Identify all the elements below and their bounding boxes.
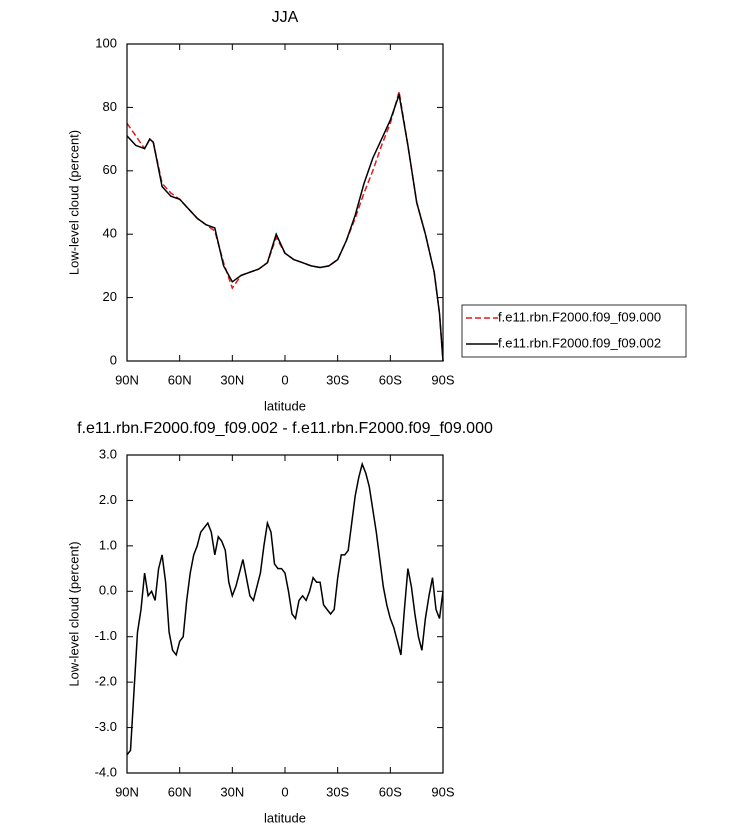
y-tick-label: -4.0 — [95, 764, 117, 779]
x-tick-label: 30N — [220, 372, 244, 387]
x-tick-label: 90S — [431, 784, 454, 799]
legend-label: f.e11.rbn.F2000.f09_f09.000 — [498, 309, 661, 324]
legend-label: f.e11.rbn.F2000.f09_f09.002 — [498, 335, 661, 350]
plot-frame — [126, 43, 444, 362]
x-tick-label: 90S — [431, 372, 454, 387]
x-tick-label: 0 — [281, 784, 288, 799]
x-tick-label: 0 — [281, 372, 288, 387]
y-tick-label: -2.0 — [95, 674, 117, 689]
x-tick-label: 30S — [326, 784, 349, 799]
x-tick-label: 60S — [379, 784, 402, 799]
line-series — [126, 91, 444, 362]
y-tick-label: 0.0 — [99, 583, 117, 598]
x-tick-label: 30N — [220, 784, 244, 799]
y-tick-label: 2.0 — [99, 492, 117, 507]
x-tick-label: 90N — [115, 784, 139, 799]
x-tick-label: 60S — [379, 372, 402, 387]
line-series — [126, 461, 444, 756]
legend-box — [461, 304, 687, 358]
chart-title: JJA — [272, 9, 299, 26]
y-tick-label: 80 — [103, 99, 117, 114]
line-series — [126, 91, 444, 362]
y-tick-label: 0 — [110, 352, 117, 367]
x-tick-label: 60N — [168, 784, 192, 799]
y-axis-label: Low-level cloud (percent) — [66, 541, 81, 686]
y-tick-label: 1.0 — [99, 537, 117, 552]
y-tick-label: 20 — [103, 289, 117, 304]
x-axis-label: latitude — [264, 398, 306, 413]
y-tick-label: 3.0 — [99, 446, 117, 461]
plot-frame — [126, 454, 444, 774]
x-axis-label: latitude — [264, 810, 306, 825]
y-tick-label: 60 — [103, 162, 117, 177]
y-axis-label: Low-level cloud (percent) — [66, 130, 81, 275]
y-tick-label: 40 — [103, 226, 117, 241]
y-tick-label: -1.0 — [95, 628, 117, 643]
y-tick-label: -3.0 — [95, 719, 117, 734]
chart-title: f.e11.rbn.F2000.f09_f09.002 - f.e11.rbn.… — [77, 420, 493, 437]
x-tick-label: 60N — [168, 372, 192, 387]
y-tick-label: 100 — [95, 35, 117, 50]
x-tick-label: 30S — [326, 372, 349, 387]
x-tick-label: 90N — [115, 372, 139, 387]
